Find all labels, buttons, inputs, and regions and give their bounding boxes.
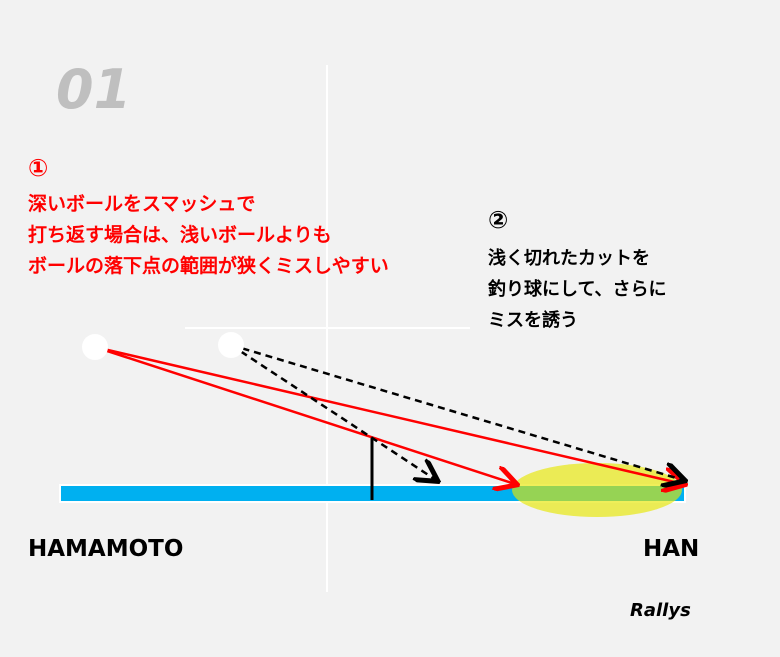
note-line: 釣り球にして、さらに: [488, 278, 667, 300]
note-line: 浅く切れたカットを: [488, 247, 650, 269]
note-line: 深いボールをスマッシュで: [28, 192, 255, 215]
trajectory: [94, 345, 683, 484]
note-line: ミスを誘う: [488, 309, 578, 331]
note-marker: ①: [28, 154, 48, 182]
note-line: ボールの落下点の範囲が狭くミスしやすい: [28, 254, 389, 277]
ball: [82, 334, 108, 360]
landing-zone: [512, 463, 682, 517]
ball: [218, 332, 244, 358]
player-label: HAN: [643, 536, 699, 562]
page-number: 01: [56, 58, 131, 121]
trajectory: [230, 343, 683, 480]
note-marker: ②: [488, 206, 508, 234]
brand: Rallys: [630, 600, 691, 621]
note-line: 打ち返す場合は、浅いボールよりも: [28, 223, 332, 246]
trajectory: [94, 345, 515, 484]
player-label: HAMAMOTO: [28, 536, 183, 562]
trajectory: [230, 343, 436, 480]
